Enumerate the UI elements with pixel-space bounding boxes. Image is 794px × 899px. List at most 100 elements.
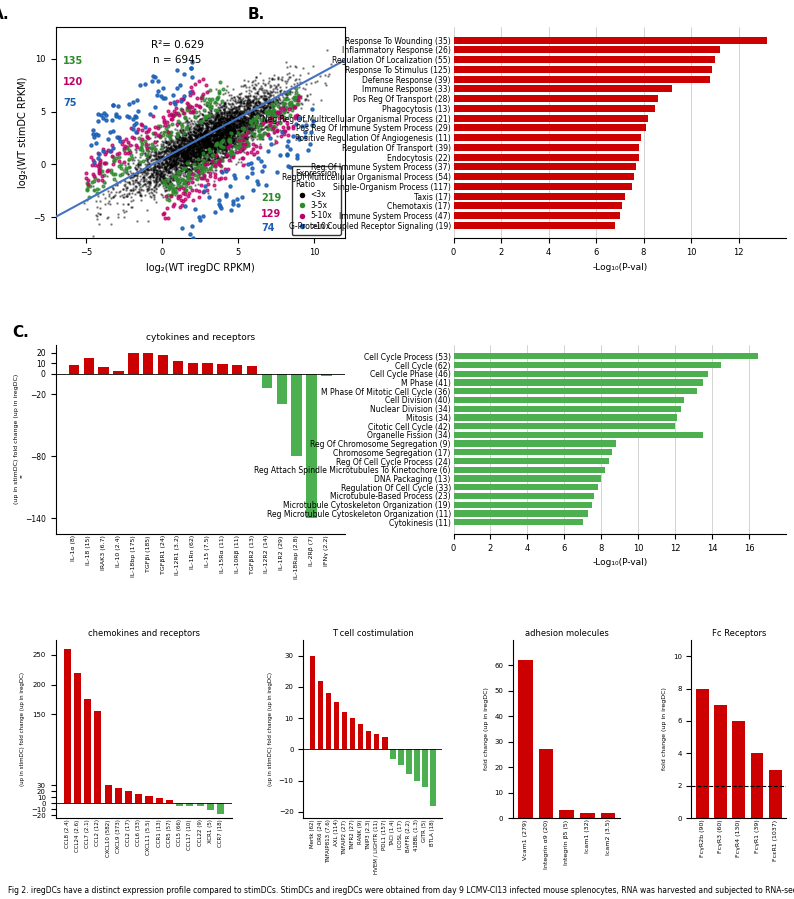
Point <box>198 121 211 136</box>
Point <box>129 161 141 175</box>
Point <box>191 137 204 151</box>
Point <box>222 120 235 134</box>
Point <box>175 145 187 159</box>
Point <box>233 87 245 102</box>
Point <box>220 128 233 142</box>
Point <box>237 131 250 146</box>
Point <box>196 142 209 156</box>
Point <box>160 162 172 176</box>
Point <box>220 115 233 129</box>
Point <box>276 103 289 118</box>
Point <box>188 201 201 216</box>
Point <box>195 134 208 148</box>
Point <box>242 93 255 108</box>
Point <box>154 172 167 186</box>
Point <box>209 121 222 136</box>
Point <box>241 114 254 129</box>
Point <box>210 116 222 130</box>
Point <box>205 147 218 162</box>
Point <box>237 105 249 120</box>
Point <box>238 131 251 146</box>
Point <box>183 140 196 155</box>
Point <box>185 129 198 144</box>
Point <box>160 114 173 129</box>
Point <box>213 97 225 111</box>
Point <box>214 128 227 142</box>
Point <box>197 147 210 161</box>
Point <box>141 162 153 176</box>
Point <box>176 126 189 140</box>
Point <box>198 116 210 130</box>
Point <box>169 129 182 143</box>
Point <box>207 120 220 135</box>
Point <box>217 130 229 145</box>
Point <box>202 120 215 135</box>
Point <box>150 181 163 195</box>
Point <box>175 116 187 130</box>
Point <box>246 100 259 114</box>
Point <box>178 149 191 164</box>
Point <box>210 138 223 153</box>
Point <box>209 156 222 171</box>
Bar <box>539 750 553 818</box>
Point <box>243 106 256 120</box>
Point <box>232 140 245 155</box>
Point <box>175 180 187 194</box>
Point <box>227 127 240 141</box>
Point <box>86 174 98 189</box>
Point <box>135 122 148 137</box>
Point <box>274 103 287 118</box>
Point <box>202 125 215 139</box>
Point <box>242 116 255 130</box>
Point <box>239 109 252 123</box>
Point <box>241 120 253 134</box>
Point <box>184 133 197 147</box>
Point <box>81 202 94 217</box>
Bar <box>398 750 403 765</box>
Point <box>174 167 187 182</box>
Bar <box>453 458 609 464</box>
Point <box>153 147 166 161</box>
Point <box>258 116 271 130</box>
Point <box>173 143 186 157</box>
Point <box>180 148 193 163</box>
Point <box>216 153 229 167</box>
Point <box>160 150 172 165</box>
Point <box>217 124 229 138</box>
Point <box>191 109 204 123</box>
Point <box>164 134 177 148</box>
Point <box>189 129 202 143</box>
Point <box>230 103 243 118</box>
Point <box>210 138 222 152</box>
Point <box>149 168 162 182</box>
Point <box>193 145 206 159</box>
Point <box>272 102 285 117</box>
Point <box>190 133 202 147</box>
Point <box>202 144 215 158</box>
Point <box>202 127 214 141</box>
Point <box>159 210 172 225</box>
Point <box>191 119 204 133</box>
Point <box>199 110 212 124</box>
Point <box>192 142 205 156</box>
Point <box>202 122 214 137</box>
Point <box>237 127 250 141</box>
Point <box>264 96 276 111</box>
Point <box>151 152 164 166</box>
Point <box>165 133 178 147</box>
Point <box>188 136 201 150</box>
Point <box>168 135 180 149</box>
Point <box>179 161 191 175</box>
Point <box>179 155 191 169</box>
Point <box>243 93 256 107</box>
Point <box>186 138 198 152</box>
Point <box>210 143 223 157</box>
Point <box>183 133 195 147</box>
Point <box>195 141 208 156</box>
Point <box>172 153 185 167</box>
Point <box>227 134 240 148</box>
Point <box>292 89 305 103</box>
Point <box>98 197 111 211</box>
Point <box>264 108 276 122</box>
Point <box>233 120 246 135</box>
